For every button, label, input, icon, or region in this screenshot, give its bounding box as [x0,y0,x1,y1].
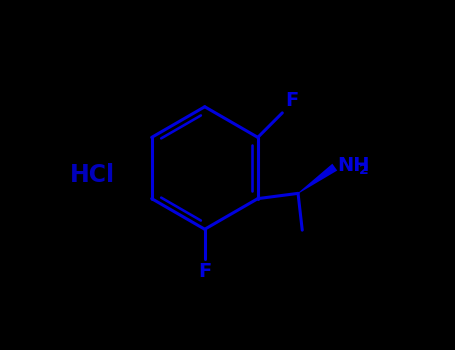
Text: HCl: HCl [70,163,115,187]
Polygon shape [298,164,337,194]
Text: F: F [285,91,298,110]
Text: 2: 2 [359,163,369,177]
Text: NH: NH [338,156,370,175]
Text: F: F [198,262,212,281]
